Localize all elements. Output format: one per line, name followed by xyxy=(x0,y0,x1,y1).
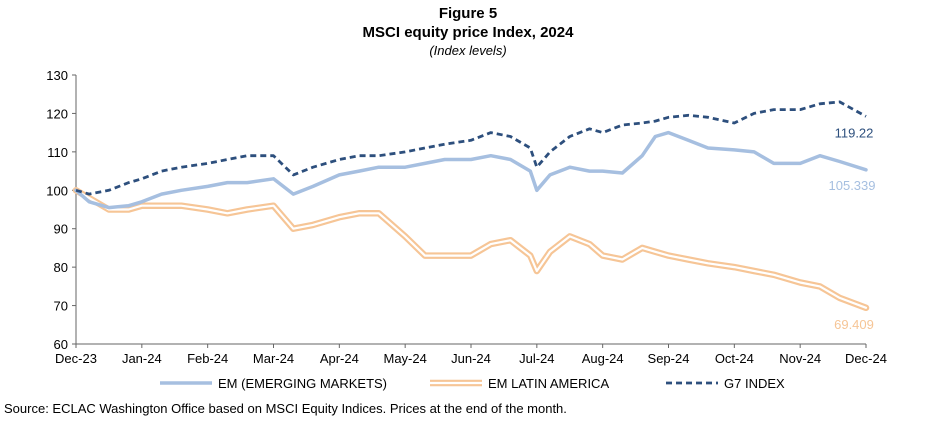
y-tick-label: 100 xyxy=(46,183,68,198)
figure-subtitle: (Index levels) xyxy=(429,43,507,58)
figure-number: Figure 5 xyxy=(438,5,498,22)
x-tick-label: Jun-24 xyxy=(451,351,491,366)
legend-label-1: EM LATIN AMERICA xyxy=(488,376,609,391)
figure-titles: Figure 5 MSCI equity price Index, 2024 (… xyxy=(0,4,936,59)
y-tick-label: 90 xyxy=(54,222,68,237)
x-tick-label: Apr-24 xyxy=(320,351,359,366)
x-tick-label: May-24 xyxy=(383,351,426,366)
y-tick-label: 110 xyxy=(47,145,68,160)
series-line-1-core xyxy=(74,189,868,309)
series-line-0 xyxy=(74,130,868,210)
y-tick-label: 80 xyxy=(54,260,68,275)
end-label-0: 105.339 xyxy=(829,178,876,193)
x-tick-label: Mar-24 xyxy=(253,351,294,366)
legend-label-2: G7 INDEX xyxy=(724,376,785,391)
x-tick-label: Dec-24 xyxy=(845,351,887,366)
legend-label-0: EM (EMERGING MARKETS) xyxy=(218,376,387,391)
y-tick-label: 70 xyxy=(54,299,68,314)
x-tick-label: Oct-24 xyxy=(715,351,754,366)
x-tick-label: Aug-24 xyxy=(582,351,624,366)
end-label-2: 119.22 xyxy=(835,125,874,140)
x-tick-label: Feb-24 xyxy=(187,351,228,366)
x-tick-label: Jul-24 xyxy=(519,351,554,366)
y-tick-label: 130 xyxy=(46,68,68,83)
x-tick-label: Nov-24 xyxy=(779,351,821,366)
y-tick-label: 60 xyxy=(54,337,68,352)
source-note: Source: ECLAC Washington Office based on… xyxy=(4,401,567,416)
y-tick-label: 120 xyxy=(46,106,68,121)
figure-title: MSCI equity price Index, 2024 xyxy=(362,24,574,41)
x-tick-label: Jan-24 xyxy=(122,351,162,366)
series-line-2 xyxy=(75,100,867,196)
end-label-1: 69.409 xyxy=(834,317,874,332)
x-tick-label: Dec-23 xyxy=(55,351,97,366)
x-tick-label: Sep-24 xyxy=(648,351,690,366)
